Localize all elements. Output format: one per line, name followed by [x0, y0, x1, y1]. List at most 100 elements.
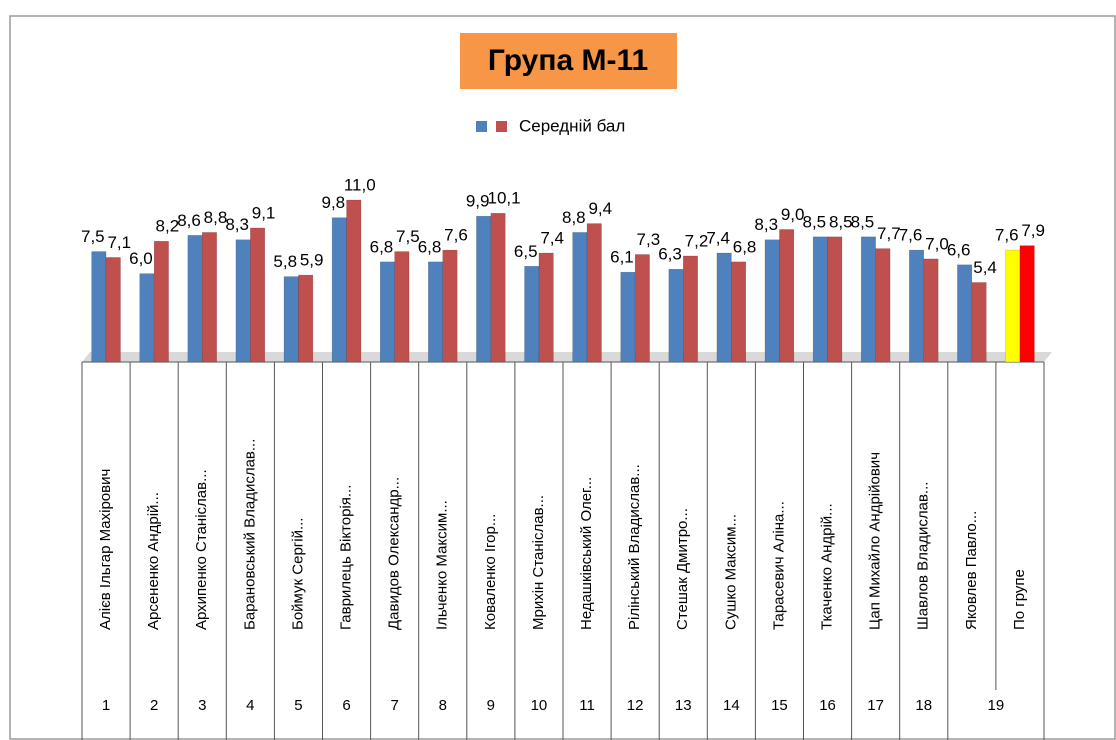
value-label: 7,3: [637, 230, 661, 249]
value-label: 10,1: [488, 189, 521, 208]
title-box: [460, 33, 677, 89]
row-number: 15: [771, 697, 788, 714]
bar: [298, 274, 314, 363]
bar: [971, 282, 987, 363]
bar: [668, 268, 684, 363]
bar: [442, 249, 458, 363]
bar: [716, 252, 732, 363]
value-label: 8,8: [562, 208, 586, 227]
value-label: 7,6: [995, 226, 1019, 245]
bar: [153, 240, 169, 363]
row-number: 5: [294, 697, 302, 714]
value-label: 7,4: [540, 229, 564, 248]
category-label: Сушко Максим...: [722, 514, 739, 630]
category-label: Ільченко Максим...: [434, 500, 451, 630]
row-number: 10: [531, 697, 548, 714]
value-label: 7,6: [899, 226, 923, 245]
category-label: Недашківський Олег...: [578, 477, 595, 630]
bar: [250, 227, 266, 363]
bar: [860, 236, 876, 363]
value-label: 9,9: [466, 192, 490, 211]
row-number: 11: [579, 697, 595, 714]
row-number: 3: [198, 697, 206, 714]
value-label: 9,4: [588, 199, 612, 218]
category-label: Барановський Владислав...: [241, 439, 258, 630]
category-label: Гаврилець Вікторія...: [338, 485, 355, 630]
category-label: Цап Михайло Андрійович: [867, 452, 884, 630]
bar: [202, 232, 217, 363]
category-label: Стешак Дмитро...: [674, 508, 691, 630]
row-number: 4: [246, 697, 254, 714]
category-label: Боймук Сергій...: [289, 518, 306, 630]
value-label: 6,0: [129, 249, 153, 268]
bar: [1005, 249, 1021, 363]
bar: [139, 273, 155, 363]
bar: [779, 229, 795, 363]
row-number: 7: [390, 697, 398, 714]
chart-title: Група М-11: [488, 44, 648, 77]
value-label: 6,8: [418, 237, 442, 256]
row-number: 12: [627, 697, 644, 714]
category-label: Шавлов Владислав...: [915, 482, 932, 630]
bar: [1019, 245, 1035, 363]
category-label: Давидов Олександр...: [386, 477, 403, 630]
value-label: 8,5: [803, 212, 827, 231]
legend-label: Середній бал: [519, 116, 625, 135]
category-label: Алієв Ільгар Махірович: [97, 469, 114, 630]
bar: [105, 257, 121, 363]
bar: [91, 251, 107, 363]
value-label: 7,7: [877, 224, 901, 243]
row-number: 16: [819, 697, 836, 714]
bar: [683, 255, 698, 363]
bar: [235, 239, 251, 363]
category-label: Рілінський Владислав...: [626, 464, 643, 630]
bar: [827, 236, 843, 363]
bar: [490, 213, 506, 363]
floor: [82, 352, 1052, 362]
bar: [764, 239, 780, 363]
bar: [428, 261, 444, 363]
bar: [283, 276, 299, 363]
category-label: Тарасевич Аліна...: [770, 501, 787, 630]
value-label: 7,1: [107, 233, 131, 252]
value-label: 6,8: [370, 237, 394, 256]
bar: [346, 199, 362, 363]
value-label: 7,5: [396, 227, 420, 246]
value-label: 6,3: [658, 245, 682, 264]
value-label: 8,8: [204, 208, 228, 227]
category-label: Архипенко Станіслав...: [193, 469, 210, 630]
value-label: 6,8: [733, 237, 757, 256]
value-label: 8,6: [177, 211, 201, 230]
row-number: 6: [342, 697, 350, 714]
bar: [957, 264, 973, 363]
row-number: 2: [150, 697, 158, 714]
value-label: 5,8: [273, 252, 297, 271]
bar: [572, 232, 588, 363]
category-label: По групе: [1011, 569, 1028, 630]
category-label: Мрихін Станіслав...: [530, 495, 547, 630]
category-label: Коваленко Ігор...: [482, 514, 499, 630]
row-number: 19: [988, 697, 1005, 714]
category-label: Арсененко Андрій...: [145, 492, 162, 630]
bar: [634, 254, 650, 363]
bar: [923, 258, 939, 363]
category-label: Ткаченко Андрій...: [819, 503, 836, 630]
bar: [909, 249, 925, 363]
bar: [524, 266, 540, 363]
value-label: 11,0: [344, 175, 376, 194]
value-label: 8,5: [851, 212, 875, 231]
bar: [731, 261, 747, 363]
value-label: 5,4: [973, 258, 997, 277]
value-label: 7,6: [444, 226, 468, 245]
value-label: 9,1: [252, 203, 276, 222]
value-label: 7,9: [1021, 221, 1045, 240]
value-label: 7,2: [685, 231, 709, 250]
row-number: 8: [439, 697, 447, 714]
row-number: 14: [723, 697, 740, 714]
value-label: 5,9: [300, 251, 324, 270]
row-number: 17: [867, 697, 884, 714]
bar: [379, 261, 395, 363]
bar: [394, 251, 410, 363]
bar: [586, 223, 602, 363]
value-label: 9,0: [781, 205, 805, 224]
